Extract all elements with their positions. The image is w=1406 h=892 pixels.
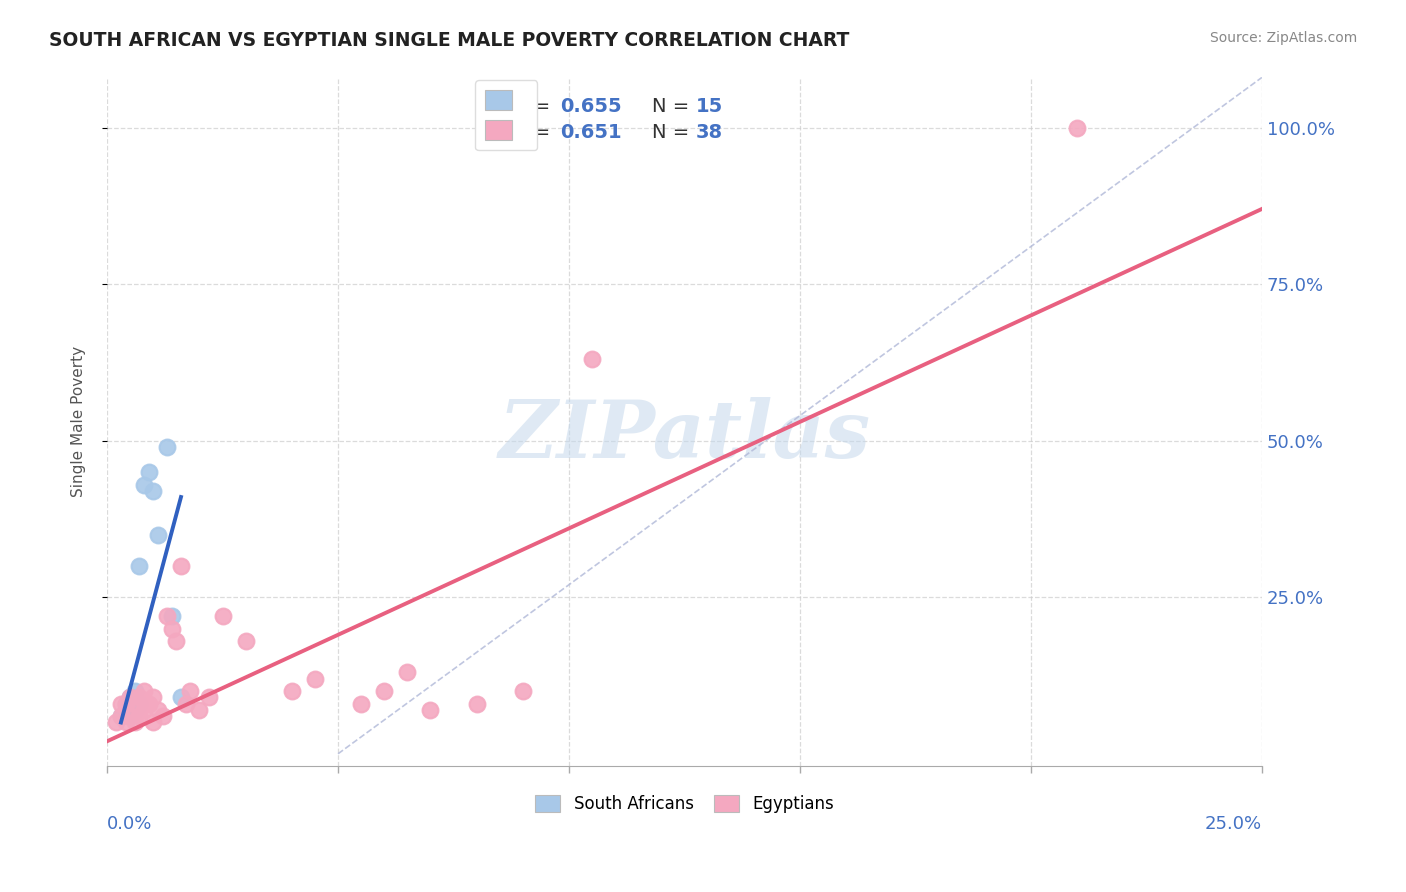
Text: R =: R = [513, 123, 555, 142]
Text: R =: R = [513, 97, 555, 116]
Point [156, 609, 179, 624]
Point [138, 697, 160, 711]
Point [281, 684, 304, 698]
Point [465, 697, 488, 711]
Point [128, 558, 150, 573]
Point [188, 703, 211, 717]
Point [132, 477, 155, 491]
Point [105, 715, 128, 730]
Point [350, 697, 373, 711]
Point [124, 715, 146, 730]
Text: N =: N = [652, 97, 696, 116]
Point [142, 690, 165, 705]
Text: 15: 15 [696, 97, 723, 116]
Point [120, 709, 142, 723]
Text: 25.0%: 25.0% [1205, 814, 1263, 832]
Point [170, 558, 193, 573]
Point [146, 703, 169, 717]
Point [160, 622, 183, 636]
Point [128, 690, 150, 705]
Legend: South Africans, Egyptians: South Africans, Egyptians [529, 789, 841, 820]
Point [211, 609, 233, 624]
Point [128, 697, 150, 711]
Text: 0.651: 0.651 [560, 123, 621, 142]
Point [373, 684, 395, 698]
Point [304, 672, 326, 686]
Point [160, 609, 183, 624]
Point [142, 483, 165, 498]
Point [174, 697, 197, 711]
Point [120, 690, 142, 705]
Point [128, 709, 150, 723]
Point [138, 465, 160, 479]
Text: 38: 38 [696, 123, 723, 142]
Y-axis label: Single Male Poverty: Single Male Poverty [72, 346, 86, 498]
Point [132, 684, 155, 698]
Text: 0.0%: 0.0% [107, 814, 152, 832]
Point [170, 690, 193, 705]
Point [152, 709, 174, 723]
Text: ZIPatlas: ZIPatlas [498, 397, 870, 475]
Point [114, 697, 136, 711]
Point [124, 703, 146, 717]
Point [120, 690, 142, 705]
Point [581, 352, 603, 367]
Point [235, 634, 257, 648]
Text: SOUTH AFRICAN VS EGYPTIAN SINGLE MALE POVERTY CORRELATION CHART: SOUTH AFRICAN VS EGYPTIAN SINGLE MALE PO… [49, 31, 849, 50]
Point [120, 709, 142, 723]
Text: N =: N = [652, 123, 696, 142]
Point [124, 684, 146, 698]
Point [197, 690, 219, 705]
Point [110, 697, 132, 711]
Point [1066, 120, 1088, 135]
Point [132, 703, 155, 717]
Point [110, 709, 132, 723]
Point [179, 684, 201, 698]
Text: 0.655: 0.655 [560, 97, 621, 116]
Point [142, 715, 165, 730]
Point [396, 665, 419, 680]
Point [512, 684, 534, 698]
Text: Source: ZipAtlas.com: Source: ZipAtlas.com [1209, 31, 1357, 45]
Point [419, 703, 441, 717]
Point [156, 440, 179, 454]
Point [165, 634, 187, 648]
Point [114, 715, 136, 730]
Point [146, 527, 169, 541]
Point [110, 709, 132, 723]
Point [124, 697, 146, 711]
Point [114, 697, 136, 711]
